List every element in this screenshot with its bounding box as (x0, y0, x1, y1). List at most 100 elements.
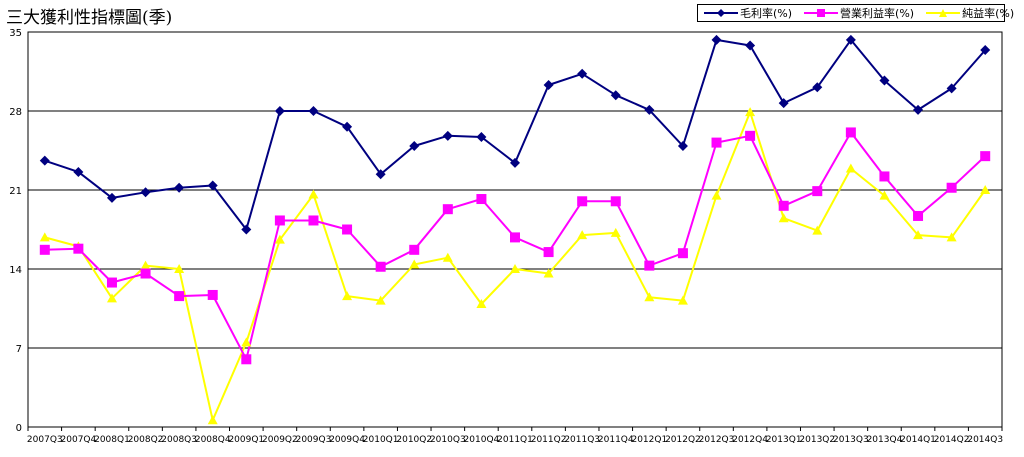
point-s1-10 (375, 261, 386, 272)
point-s0-20 (711, 34, 722, 45)
x-tick-label-11: 2010Q2 (396, 435, 432, 445)
point-s2-17 (610, 227, 621, 237)
y-tick-label-3: 21 (9, 186, 22, 197)
point-s1-26 (913, 210, 924, 221)
point-s2-23 (812, 225, 823, 235)
point-s2-5 (207, 415, 218, 425)
x-tick-label-3: 2008Q2 (128, 435, 164, 445)
x-tick-label-8: 2009Q3 (296, 435, 332, 445)
point-s1-12 (442, 204, 453, 215)
chart-title: 三大獲利性指標圖(季) (6, 8, 173, 28)
x-tick-label-27: 2014Q2 (934, 435, 970, 445)
point-s1-22 (778, 200, 789, 211)
point-s1-11 (409, 244, 420, 255)
point-s1-20 (711, 137, 722, 148)
point-s0-11 (409, 140, 420, 151)
point-s0-0 (39, 155, 50, 166)
point-s1-28 (980, 151, 991, 162)
point-s1-5 (207, 289, 218, 300)
point-s0-2 (106, 192, 117, 203)
point-s1-25 (879, 171, 890, 182)
point-s0-27 (946, 83, 957, 94)
point-s0-16 (577, 68, 588, 79)
legend-item-operating-margin: 營業利益率(%) (804, 5, 914, 21)
point-s1-18 (644, 260, 655, 271)
point-s0-26 (913, 104, 924, 115)
x-tick-label-22: 2013Q1 (766, 435, 802, 445)
point-s2-4 (174, 264, 185, 273)
point-s0-4 (174, 182, 185, 193)
legend-label-net-margin: 純益率(%) (962, 7, 1015, 20)
series-line-0 (44, 38, 986, 231)
point-s2-11 (409, 259, 420, 269)
point-s1-4 (174, 291, 185, 302)
point-s0-19 (677, 140, 688, 151)
y-tick-label-1: 7 (16, 344, 22, 355)
legend-swatch-net-margin (926, 9, 961, 17)
point-s0-18 (644, 104, 655, 115)
point-s1-17 (610, 196, 621, 207)
point-s0-25 (879, 75, 890, 86)
x-tick-label-25: 2013Q4 (867, 435, 903, 445)
point-s1-14 (510, 232, 520, 243)
legend-swatch-gross-margin (704, 9, 738, 17)
x-tick-label-5: 2008Q4 (195, 435, 231, 445)
x-tick-label-7: 2009Q2 (262, 435, 298, 445)
x-tick-label-14: 2011Q1 (497, 435, 533, 445)
x-tick-label-4: 2008Q3 (161, 435, 197, 445)
point-s1-0 (39, 244, 50, 255)
point-s0-1 (73, 166, 84, 177)
point-s1-7 (274, 215, 285, 226)
point-s2-9 (342, 291, 353, 301)
point-s1-16 (577, 196, 588, 207)
x-tick-label-6: 2009Q1 (228, 435, 264, 445)
x-tick-label-12: 2010Q3 (430, 435, 466, 445)
point-s0-24 (845, 34, 856, 45)
x-tick-label-16: 2011Q3 (564, 435, 600, 445)
point-s2-24 (845, 163, 856, 173)
point-s0-15 (543, 80, 554, 91)
x-tick-label-17: 2011Q4 (598, 435, 634, 445)
point-s2-13 (476, 298, 487, 308)
point-s0-9 (342, 121, 353, 132)
point-s2-19 (677, 295, 688, 305)
x-tick-label-23: 2013Q2 (799, 435, 835, 445)
point-s0-17 (610, 90, 621, 101)
legend-swatch-operating-margin (804, 9, 839, 17)
y-tick-label-5: 35 (9, 28, 22, 39)
point-s0-8 (308, 106, 319, 116)
x-tick-label-21: 2012Q4 (732, 435, 768, 445)
x-tick-label-18: 2012Q1 (631, 435, 667, 445)
x-tick-label-15: 2011Q2 (531, 435, 567, 445)
point-s0-12 (442, 130, 453, 141)
point-s2-6 (241, 337, 252, 347)
point-s1-24 (845, 127, 856, 138)
point-s2-21 (745, 107, 756, 117)
x-tick-label-20: 2012Q3 (699, 435, 735, 445)
point-s2-18 (644, 292, 655, 302)
point-s2-15 (543, 268, 554, 278)
point-s0-10 (375, 169, 386, 180)
x-tick-label-13: 2010Q4 (464, 435, 500, 445)
point-s2-27 (946, 232, 957, 242)
point-s1-8 (308, 215, 319, 226)
point-s0-13 (476, 131, 487, 142)
point-s2-8 (308, 189, 319, 199)
point-s1-19 (677, 248, 688, 259)
point-s0-7 (274, 106, 285, 116)
point-s2-16 (577, 230, 588, 240)
point-s0-22 (778, 98, 789, 109)
point-s1-1 (73, 243, 84, 254)
point-s1-27 (946, 182, 957, 193)
legend-label-gross-margin: 毛利率(%) (740, 7, 793, 20)
legend-label-operating-margin: 營業利益率(%) (840, 7, 915, 20)
point-s2-25 (879, 190, 890, 200)
point-s2-10 (375, 295, 386, 305)
x-tick-label-0: 2007Q3 (27, 435, 63, 445)
point-s1-21 (745, 130, 756, 141)
point-s2-22 (778, 213, 789, 223)
legend-item-gross-margin: 毛利率(%) (704, 5, 792, 21)
x-tick-label-9: 2009Q4 (329, 435, 365, 445)
